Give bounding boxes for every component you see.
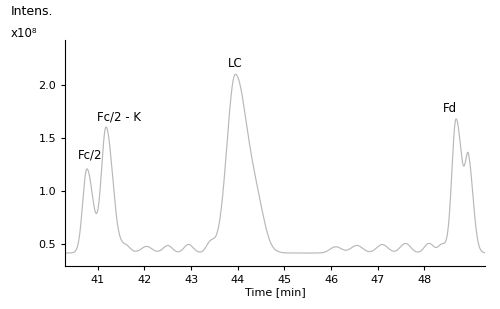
Text: Intens.: Intens. [10,5,53,18]
Text: Fc/2: Fc/2 [78,148,102,162]
Text: LC: LC [228,57,242,70]
X-axis label: Time [min]: Time [min] [244,288,306,298]
Text: x10⁸: x10⁸ [10,27,37,40]
Text: Fd: Fd [443,102,457,115]
Text: Fc/2 - K: Fc/2 - K [96,110,140,123]
